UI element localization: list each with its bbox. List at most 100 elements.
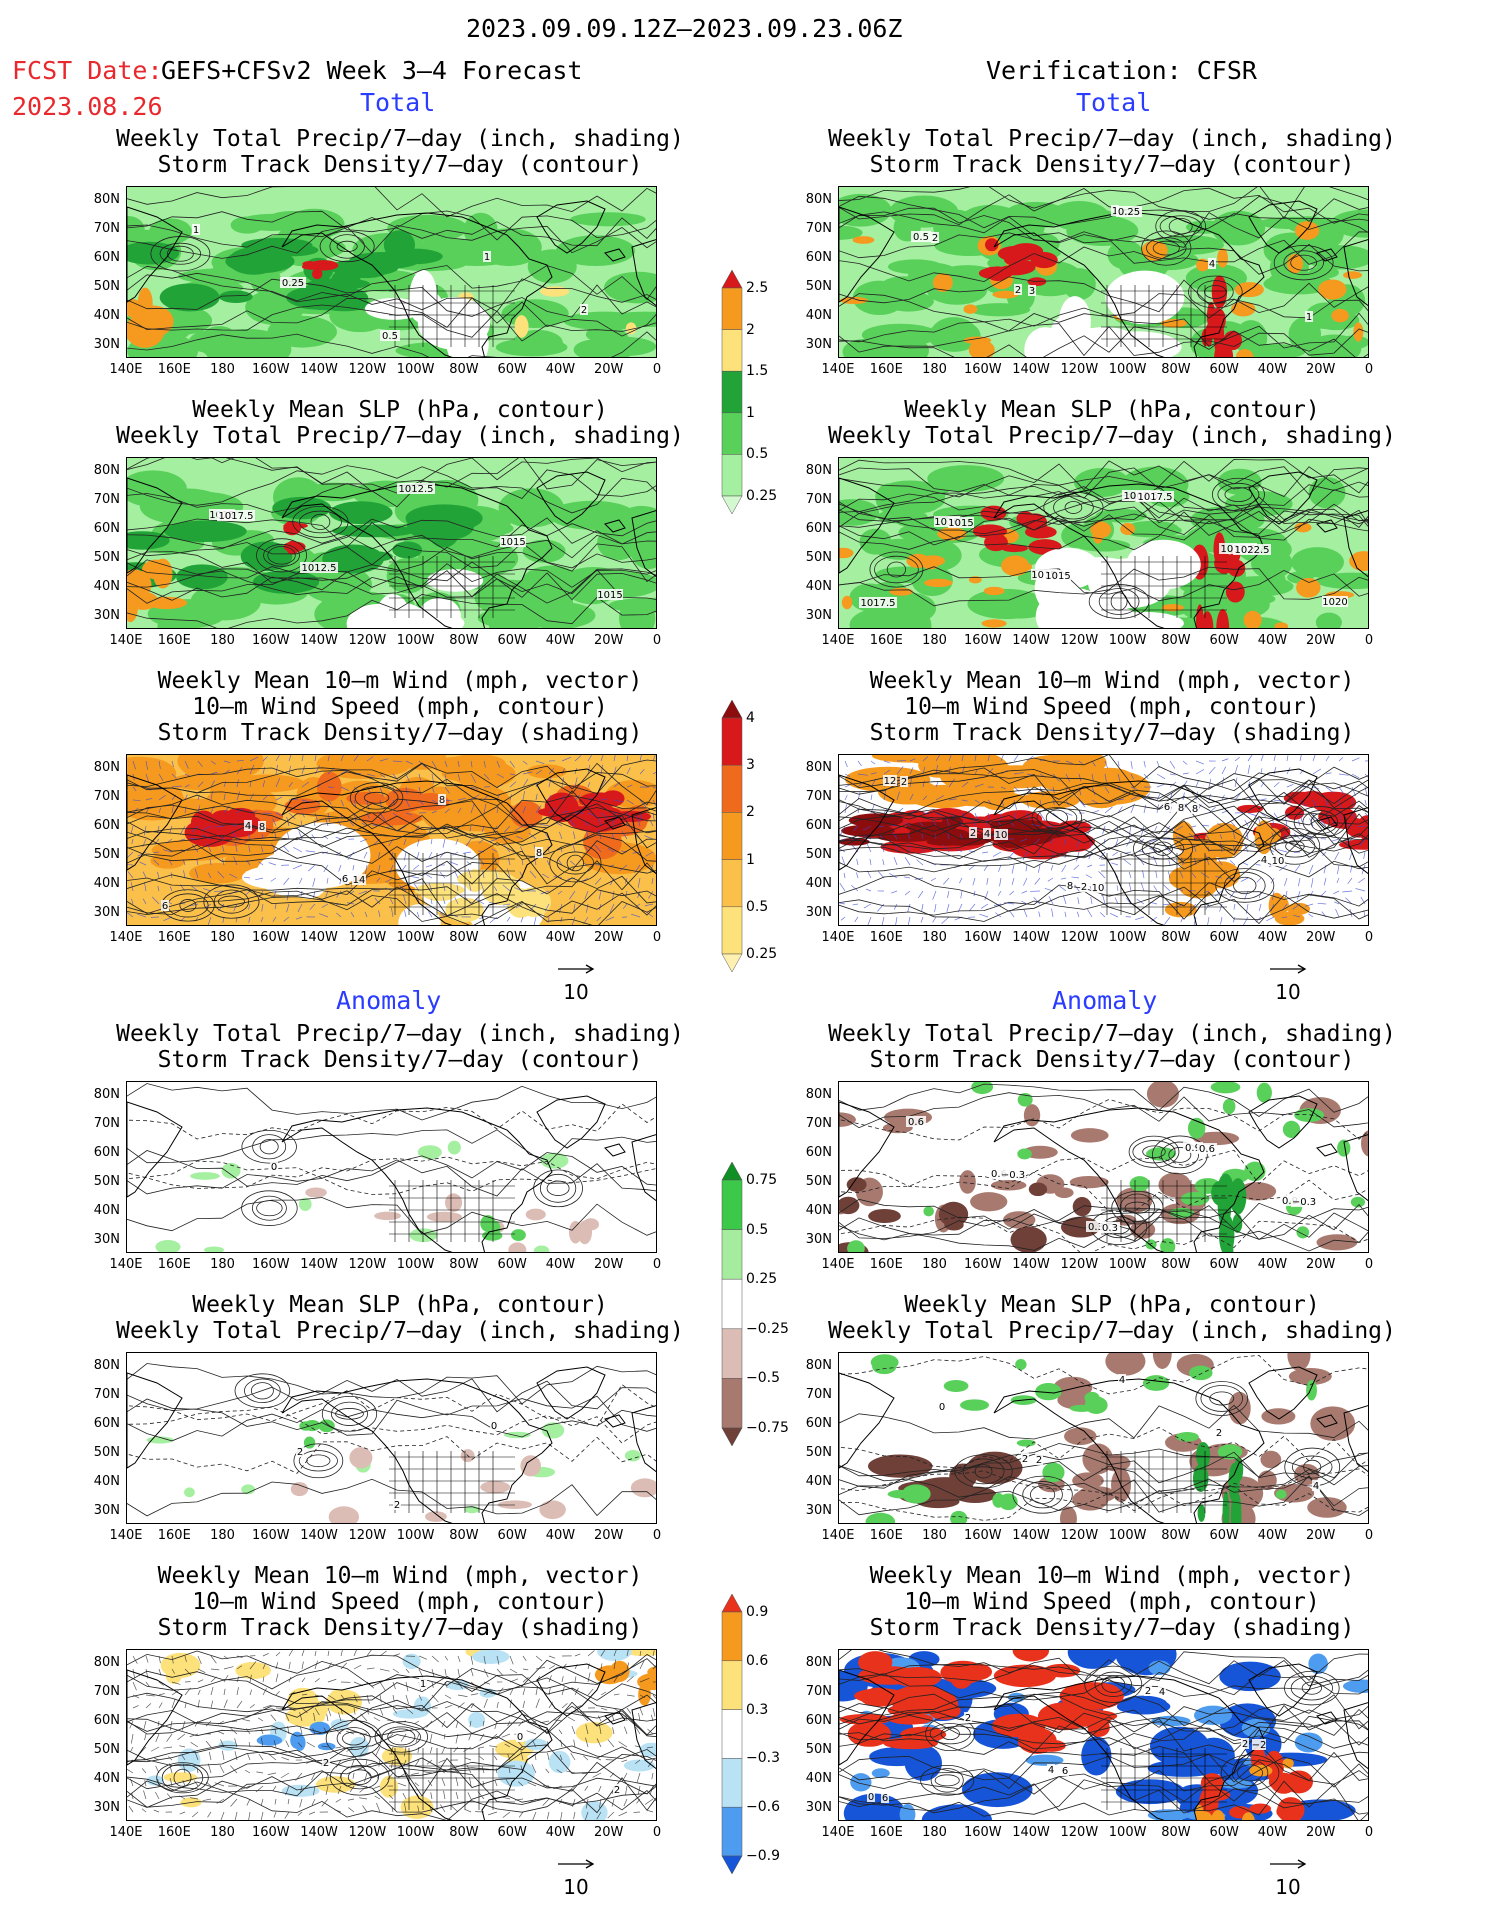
lon-tick-label: 140W: [1012, 362, 1050, 377]
lon-tick-label: 180: [922, 633, 947, 648]
lon-tick-label: 20W: [594, 930, 624, 945]
lon-tick-label: 80W: [449, 1528, 479, 1543]
lon-tick-label: 60W: [1209, 1257, 1239, 1272]
lat-tick-label: 30N: [93, 905, 120, 920]
lon-tick-label: 20W: [1306, 633, 1336, 648]
colorbar-tick-label: −0.9: [746, 1848, 780, 1864]
svg-text:8: 8: [439, 795, 445, 806]
svg-text:0: 0: [939, 1402, 945, 1413]
lon-tick-label: 160W: [963, 362, 1002, 377]
lon-tick-label: 60W: [497, 1528, 527, 1543]
lon-tick-label: 100W: [396, 930, 435, 945]
lon-tick-label: 180: [210, 1825, 235, 1840]
colorbar-tick-label: −0.6: [746, 1799, 780, 1816]
lon-tick-label: 100W: [396, 1825, 435, 1840]
lon-tick-label: 140W: [1012, 1528, 1050, 1543]
svg-text:4: 4: [1159, 1687, 1165, 1698]
lon-tick-label: 160W: [963, 633, 1002, 648]
lat-tick-label: 80N: [93, 192, 120, 207]
lon-tick-label: 60W: [1209, 633, 1239, 648]
lat-tick-label: 70N: [93, 1116, 120, 1131]
lon-tick-label: 60W: [1209, 1528, 1239, 1543]
svg-text:4: 4: [984, 829, 990, 840]
lon-tick-label: 80W: [1161, 930, 1191, 945]
verification-label: Verification: CFSR: [986, 56, 1257, 85]
svg-text:1: 1: [1306, 312, 1312, 323]
svg-text:1015: 1015: [948, 518, 973, 529]
lon-tick-label: 120W: [1060, 1257, 1099, 1272]
lon-tick-label: 0: [1364, 362, 1374, 377]
map-anom-right-2: 2 4 2 4 0 2: [838, 1352, 1369, 1524]
svg-text:1: 1: [420, 1679, 426, 1690]
svg-text:0: 0: [271, 1162, 277, 1173]
svg-text:2: 2: [901, 777, 907, 788]
lat-tick-label: 60N: [805, 521, 832, 536]
lon-tick-label: 160W: [251, 362, 290, 377]
svg-text:1015: 1015: [597, 590, 622, 601]
lon-tick-label: 140E: [821, 1825, 855, 1840]
svg-text:6: 6: [1062, 1766, 1068, 1777]
lon-tick-label: 180: [922, 1528, 947, 1543]
lon-tick-label: 140W: [1012, 930, 1050, 945]
lon-tick-label: 60W: [497, 1825, 527, 1840]
map-total-left-3: 4 6 8 8 6 8 14: [126, 754, 657, 926]
lon-tick-label: 20W: [1306, 930, 1336, 945]
lat-tick-label: 80N: [93, 760, 120, 775]
lat-tick-label: 50N: [93, 550, 120, 565]
colorbar-anom-storm: [718, 1593, 746, 1875]
lon-tick-label: 140E: [109, 1528, 143, 1543]
colorbar-tick-label: 0.25: [746, 1271, 778, 1288]
lat-tick-label: 50N: [93, 1742, 120, 1757]
colorbar-anom-precip: [718, 1161, 746, 1447]
svg-text:8: 8: [1178, 803, 1184, 814]
lat-tick-label: 40N: [93, 1203, 120, 1218]
colorbar-tick-label: 0.75: [746, 1172, 778, 1188]
lon-tick-label: 140W: [1012, 1825, 1050, 1840]
lon-tick-label: 140W: [300, 362, 338, 377]
title-anom-right-1: Weekly Total Precip/7–day (inch, shading…: [828, 1021, 1396, 1073]
lon-tick-label: 0: [1364, 930, 1374, 945]
lon-tick-label: 0: [652, 1528, 662, 1543]
colorbar-tick-label: 0.25: [746, 488, 778, 504]
lat-tick-label: 40N: [805, 1474, 832, 1489]
lat-tick-label: 80N: [93, 1087, 120, 1102]
svg-text:0.5: 0.5: [382, 331, 398, 342]
lon-tick-label: 20W: [594, 1825, 624, 1840]
lon-tick-label: 40W: [545, 1825, 576, 1840]
lat-tick-label: 60N: [93, 1713, 120, 1728]
lon-tick-label: 160W: [963, 1825, 1002, 1840]
lon-tick-label: 20W: [594, 633, 624, 648]
svg-text:8: 8: [536, 848, 542, 859]
lat-tick-label: 70N: [805, 789, 832, 804]
lat-tick-label: 30N: [805, 608, 832, 623]
lon-tick-label: 140W: [300, 633, 338, 648]
svg-text:1012.5: 1012.5: [302, 563, 337, 574]
lon-tick-label: 140W: [300, 1825, 338, 1840]
map-total-right-2: 101010151007.51017.51020101510151017.510…: [838, 457, 1369, 629]
section-anomaly-right: Anomaly: [1052, 986, 1158, 1015]
lon-tick-label: 80W: [1161, 1825, 1191, 1840]
lat-tick-label: 80N: [805, 192, 832, 207]
lat-tick-label: 70N: [805, 1387, 832, 1402]
lon-tick-label: 140E: [109, 633, 143, 648]
svg-text:1015: 1015: [500, 537, 525, 548]
lon-tick-label: 160E: [869, 1257, 903, 1272]
lon-tick-label: 80W: [449, 930, 479, 945]
svg-text:4: 4: [1119, 1375, 1125, 1386]
svg-text:6: 6: [1164, 802, 1170, 813]
svg-text:10: 10: [1272, 856, 1285, 867]
lon-tick-label: 120W: [1060, 1825, 1099, 1840]
vector-ref-total-left: 10: [556, 956, 596, 1004]
svg-text:8: 8: [1067, 881, 1073, 892]
lon-tick-label: 120W: [1060, 1528, 1099, 1543]
lon-tick-label: 80W: [449, 633, 479, 648]
lon-tick-label: 120W: [348, 1825, 387, 1840]
lat-tick-label: 50N: [93, 1174, 120, 1189]
lon-tick-label: 160E: [869, 1528, 903, 1543]
lon-tick-label: 0: [652, 930, 662, 945]
lon-tick-label: 120W: [348, 930, 387, 945]
lon-tick-label: 80W: [1161, 1257, 1191, 1272]
lon-tick-label: 160E: [157, 633, 191, 648]
lon-tick-label: 140E: [109, 1257, 143, 1272]
vector-ref-anom-left: 10: [556, 1851, 596, 1899]
